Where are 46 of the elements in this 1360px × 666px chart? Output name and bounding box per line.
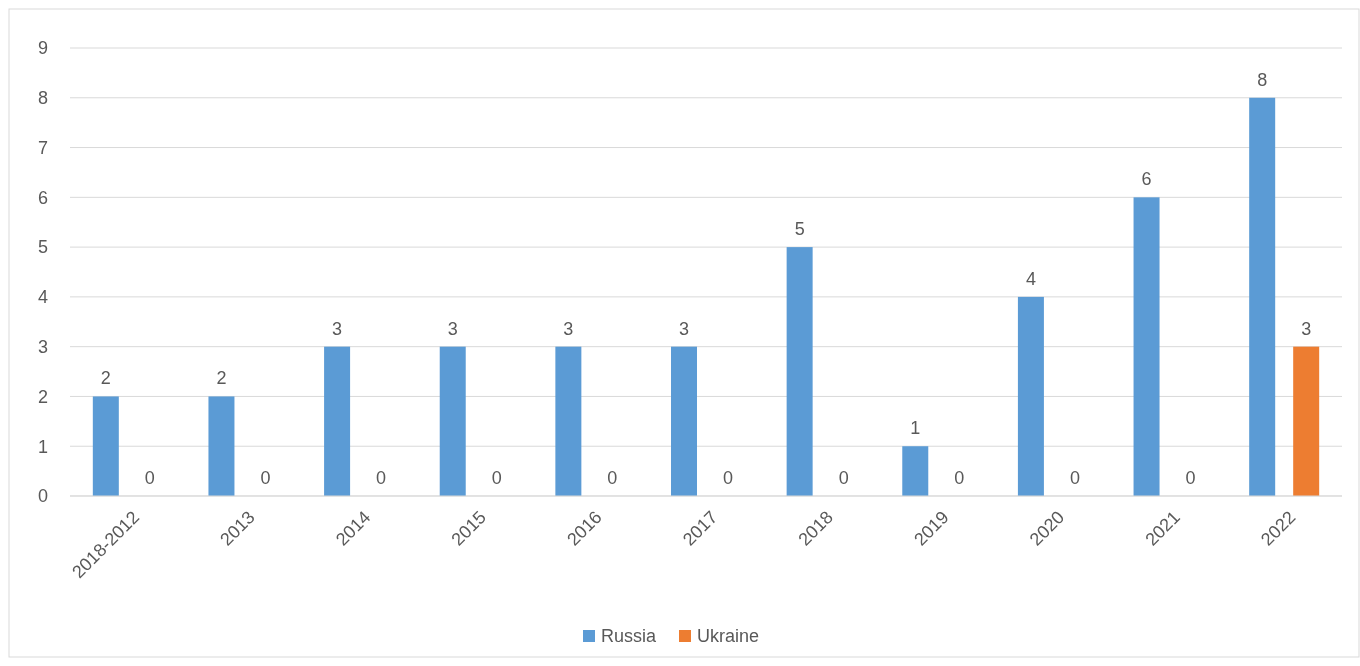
y-tick-label: 1 (37, 436, 48, 457)
bar (786, 247, 813, 496)
data-label: 0 (722, 468, 734, 488)
data-label: 0 (954, 468, 965, 488)
data-label: 0 (1069, 468, 1080, 488)
bar (1017, 296, 1044, 496)
data-label: 3 (678, 318, 690, 339)
data-label: 6 (1141, 169, 1152, 190)
y-tick-label: 0 (37, 486, 48, 507)
y-tick-label: 8 (37, 88, 48, 109)
bar (1249, 97, 1276, 496)
data-label: 2 (216, 368, 227, 389)
y-tick-label: 5 (37, 237, 48, 258)
data-label: 5 (794, 219, 805, 240)
bar (208, 396, 235, 496)
bar (1293, 346, 1320, 496)
legend-label: Ukraine (697, 626, 760, 647)
bar (439, 346, 466, 496)
data-label: 3 (332, 318, 343, 339)
data-label: 0 (1185, 468, 1196, 488)
bar (92, 396, 119, 496)
data-label: 0 (607, 468, 618, 488)
bar (671, 346, 697, 496)
data-label: 2 (100, 368, 111, 389)
data-label: 0 (376, 468, 387, 488)
bar (555, 346, 582, 496)
data-label: 3 (563, 318, 574, 339)
y-tick-label: 2 (37, 386, 48, 407)
legend-label: Russia (601, 626, 658, 647)
y-tick-label: 3 (37, 336, 48, 357)
bar (324, 346, 351, 496)
data-label: 3 (1301, 318, 1312, 339)
bar (1133, 197, 1160, 496)
y-tick-label: 6 (37, 187, 48, 208)
data-label: 4 (1025, 268, 1036, 289)
y-tick-label: 9 (37, 38, 48, 59)
y-tick-label: 7 (37, 137, 48, 158)
data-label: 0 (260, 468, 271, 488)
data-label: 8 (1257, 69, 1268, 90)
y-tick-label: 4 (37, 287, 48, 308)
data-label: 1 (910, 418, 921, 439)
data-label: 0 (144, 468, 155, 488)
bar (902, 446, 929, 496)
data-label: 3 (447, 318, 458, 339)
data-label: 0 (838, 468, 849, 488)
data-label: 0 (491, 468, 502, 488)
